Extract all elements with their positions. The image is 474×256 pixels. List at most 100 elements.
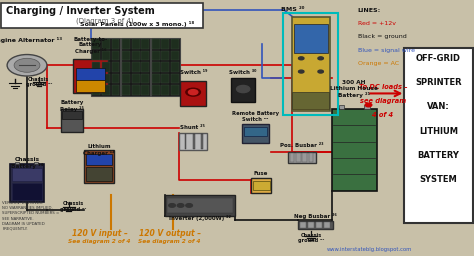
Bar xyxy=(92,39,100,49)
Text: Battery-to-
Battery
Charger ¹⁶: Battery-to- Battery Charger ¹⁶ xyxy=(73,37,108,55)
Bar xyxy=(141,39,149,49)
Circle shape xyxy=(299,70,304,73)
Bar xyxy=(102,62,109,72)
Bar xyxy=(231,78,255,102)
Text: To DC loads –: To DC loads – xyxy=(359,84,407,90)
FancyBboxPatch shape xyxy=(404,48,473,223)
Bar xyxy=(162,39,169,49)
Bar xyxy=(84,150,114,183)
Bar xyxy=(132,39,139,49)
Bar xyxy=(111,62,119,72)
Bar xyxy=(76,80,105,92)
Text: OFF-GRID: OFF-GRID xyxy=(416,54,461,63)
Bar xyxy=(302,153,307,162)
Bar xyxy=(15,162,19,164)
Circle shape xyxy=(169,204,175,207)
Bar xyxy=(102,85,109,95)
Bar xyxy=(62,111,82,119)
Bar xyxy=(324,222,330,228)
Circle shape xyxy=(237,86,250,93)
Text: Shunt ²⁵: Shunt ²⁵ xyxy=(181,125,205,130)
Bar xyxy=(253,182,270,190)
Bar xyxy=(338,105,344,109)
Bar xyxy=(152,39,160,49)
Circle shape xyxy=(299,57,304,60)
Bar xyxy=(102,51,109,60)
Text: SPRINTER: SPRINTER xyxy=(415,78,462,87)
Text: Chassis
ground ²⁷: Chassis ground ²⁷ xyxy=(26,77,52,87)
Bar xyxy=(292,92,329,110)
Bar xyxy=(122,85,130,95)
Bar xyxy=(290,153,294,162)
Bar xyxy=(162,85,169,95)
Text: Black = ground: Black = ground xyxy=(358,34,407,39)
Text: Switch ¹⁹: Switch ¹⁹ xyxy=(180,70,207,75)
Bar xyxy=(294,24,328,53)
Circle shape xyxy=(14,58,40,72)
Text: Chassis
Battery ¹⁴: Chassis Battery ¹⁴ xyxy=(11,157,43,168)
Bar xyxy=(91,38,120,96)
Bar xyxy=(34,162,37,164)
Text: Fuse: Fuse xyxy=(254,171,268,176)
Bar xyxy=(122,74,130,83)
Bar xyxy=(111,51,119,60)
Bar xyxy=(179,133,207,150)
Bar xyxy=(171,74,179,83)
Bar xyxy=(171,51,179,60)
Bar xyxy=(300,222,306,228)
Bar xyxy=(152,85,160,95)
Circle shape xyxy=(318,57,323,60)
Bar xyxy=(122,51,130,60)
Text: Inverter (2,000W) ²²: Inverter (2,000W) ²² xyxy=(169,215,231,221)
Text: Red = +12v: Red = +12v xyxy=(358,21,396,26)
Text: Chassis
ground ²⁷: Chassis ground ²⁷ xyxy=(60,201,86,212)
Bar xyxy=(180,81,206,106)
Bar xyxy=(92,85,100,95)
Text: Engine Alternator ¹³: Engine Alternator ¹³ xyxy=(0,37,62,43)
Text: Neg Busbar ²⁶: Neg Busbar ²⁶ xyxy=(294,213,337,219)
Text: see diagram: see diagram xyxy=(360,98,406,104)
Bar xyxy=(171,85,179,95)
Text: Orange = AC: Orange = AC xyxy=(358,61,399,66)
Bar xyxy=(171,62,179,72)
Text: 120 V output –: 120 V output – xyxy=(138,229,201,238)
Bar xyxy=(132,62,139,72)
Text: (Diagram 3 of 4): (Diagram 3 of 4) xyxy=(76,18,134,24)
Bar xyxy=(102,74,109,83)
Bar xyxy=(86,154,112,165)
Text: VAN:: VAN: xyxy=(427,102,450,111)
Bar xyxy=(242,124,269,143)
Text: Blue = signal wire: Blue = signal wire xyxy=(358,48,415,53)
Text: www.interstateblg.blogspot.com: www.interstateblg.blogspot.com xyxy=(327,247,412,252)
Text: Switch ³⁰: Switch ³⁰ xyxy=(229,70,257,75)
Bar xyxy=(86,167,112,181)
Bar xyxy=(332,109,377,191)
Text: See diagram 2 of 4: See diagram 2 of 4 xyxy=(68,239,131,244)
Bar xyxy=(185,134,186,149)
Circle shape xyxy=(7,55,47,76)
Bar xyxy=(121,38,150,96)
Bar xyxy=(152,51,160,60)
Text: See diagram 2 of 4: See diagram 2 of 4 xyxy=(138,239,201,244)
Bar xyxy=(76,68,105,80)
Text: BATTERY: BATTERY xyxy=(418,151,459,160)
Text: 4 of 4: 4 of 4 xyxy=(373,112,393,118)
FancyBboxPatch shape xyxy=(1,3,203,28)
Text: VERSION: 20190124.
NO WARRANTIES IMPLIED.
SUPERSCRIPTED NUMBERS =
SEE NARRATIVE.: VERSION: 20190124. NO WARRANTIES IMPLIED… xyxy=(2,201,60,231)
Text: 300 AH
Lithium House
Battery ²¹: 300 AH Lithium House Battery ²¹ xyxy=(330,80,378,98)
Bar xyxy=(288,152,316,163)
Bar xyxy=(251,178,271,193)
Bar xyxy=(152,62,160,72)
Bar xyxy=(193,134,194,149)
Bar xyxy=(92,74,100,83)
Bar xyxy=(141,62,149,72)
Bar xyxy=(292,17,330,111)
Bar xyxy=(122,62,130,72)
Text: LINES:: LINES: xyxy=(358,8,381,13)
Bar xyxy=(244,127,267,136)
Bar xyxy=(132,74,139,83)
Bar xyxy=(152,74,160,83)
Bar xyxy=(141,74,149,83)
Bar xyxy=(162,74,169,83)
Bar xyxy=(316,222,322,228)
